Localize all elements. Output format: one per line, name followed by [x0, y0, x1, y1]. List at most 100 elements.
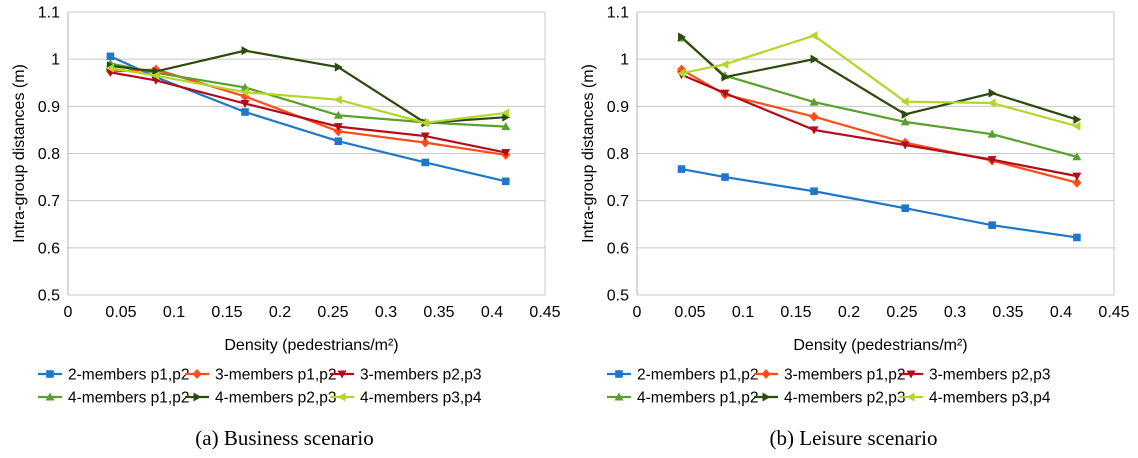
y-tick-label: 1.1 — [38, 5, 60, 22]
data-point — [501, 122, 511, 131]
legend-swatch-marker — [193, 392, 202, 402]
x-axis-title: Density (pedestrians/m²) — [793, 337, 967, 354]
series-line — [681, 167, 1078, 239]
data-point — [987, 129, 997, 138]
x-tick-label: 0.25 — [886, 304, 917, 321]
chart-business: 0.50.60.70.80.911.10 0.05 0.1 0.15 0.2 0.25 0.… — [11, 5, 561, 407]
legend-item: 4-members p2,p3 — [754, 390, 905, 407]
y-tick-label: 0.8 — [38, 146, 60, 163]
legend: 2-members p1,p2 3-members p1,p2 3-members … — [38, 367, 482, 407]
legend-label: 4-members p2,p3 — [784, 390, 905, 407]
legend-item: 3-members p2,p3 — [330, 367, 481, 384]
legend-label: 4-members p1,p2 — [68, 390, 189, 407]
y-tick-label: 0.9 — [607, 99, 629, 116]
x-tick-label: 0.2 — [838, 304, 860, 321]
data-point — [987, 98, 996, 108]
legend: 2-members p1,p2 3-members p1,p2 3-members … — [607, 367, 1051, 407]
data-point — [720, 59, 729, 69]
data-point — [678, 32, 687, 42]
legend-swatch-marker — [906, 392, 915, 402]
x-axis: 0 0.05 0.1 0.15 0.2 0.25 0.3 0.35 0.4 0.45 — [64, 304, 561, 321]
x-tick-label: 0.45 — [529, 304, 560, 321]
data-point — [810, 54, 819, 64]
legend-swatch-marker — [45, 392, 55, 401]
series — [105, 63, 510, 128]
data-point — [900, 97, 909, 107]
data-point — [333, 123, 343, 132]
data-point — [901, 204, 909, 213]
legend-item: 2-members p1,p2 — [607, 367, 758, 384]
legend-label: 3-members p2,p3 — [929, 367, 1050, 384]
series — [106, 46, 511, 128]
data-point — [1072, 177, 1082, 188]
legend-item: 4-members p1,p2 — [38, 390, 189, 407]
x-tick-label: 0.3 — [944, 304, 966, 321]
y-axis-title: Intra-group distances (m) — [11, 64, 28, 243]
y-tick-label: 1.1 — [607, 5, 629, 22]
x-tick-label: 0 — [64, 304, 73, 321]
series-line — [110, 67, 506, 124]
legend-swatch-marker — [761, 369, 771, 379]
data-point — [501, 149, 511, 158]
data-point — [420, 132, 430, 141]
data-point — [900, 117, 910, 126]
legend-swatch-marker — [906, 370, 916, 379]
data-point — [900, 141, 910, 150]
data-point — [809, 97, 819, 106]
data-point — [241, 108, 249, 116]
y-tick-label: 0.6 — [38, 240, 60, 257]
legend-label: 2-members p1,p2 — [637, 367, 758, 384]
series — [105, 68, 511, 158]
chart-panel-leisure: 0.5 0.6 0.7 0.8 0.9 1 1.1 0 0.05 0.1 0.15 0.2 0.25 0.… — [569, 0, 1138, 458]
legend-label: 4-members p2,p3 — [215, 390, 336, 407]
data-point — [240, 87, 249, 97]
legend-label: 3-members p1,p2 — [784, 367, 905, 384]
data-point — [421, 158, 430, 167]
series — [105, 64, 511, 160]
data-point — [333, 110, 343, 119]
data-point — [240, 100, 250, 109]
data-point — [151, 71, 160, 81]
legend-item: 4-members p3,p4 — [899, 390, 1051, 407]
x-tick-label: 0.05 — [674, 304, 705, 321]
legend-item: 2-members p1,p2 — [38, 367, 189, 384]
data-point — [677, 68, 686, 78]
chart-caption: (b) Leisure scenario — [769, 426, 938, 450]
x-axis-title: Density (pedestrians/m²) — [224, 337, 398, 354]
legend-label: 2-members p1,p2 — [68, 367, 189, 384]
data-point — [106, 52, 115, 61]
chart-leisure: 0.50.60.70.80.911.10 0.05 0.1 0.15 0.2 0.25 0.… — [580, 5, 1130, 407]
series-line — [680, 36, 1078, 121]
series-line — [110, 49, 506, 124]
y-tick-label: 0.6 — [607, 240, 629, 257]
data-point — [333, 95, 342, 105]
x-tick-label: 0.45 — [1098, 304, 1129, 321]
y-axis: 0.5 0.6 0.7 0.8 0.9 1 1.1 — [38, 5, 546, 305]
y-tick-label: 0.5 — [607, 288, 629, 305]
legend-swatch-marker — [615, 370, 623, 378]
data-point — [720, 89, 730, 98]
x-tick-label: 0.35 — [423, 304, 454, 321]
series — [677, 31, 1081, 131]
legend-label: 4-members p1,p2 — [637, 390, 758, 407]
y-tick-label: 0.5 — [38, 288, 60, 305]
legend-swatch-marker — [337, 370, 347, 379]
legend-swatch-marker — [614, 392, 624, 401]
data-point — [105, 63, 114, 73]
legend-item: 4-members p1,p2 — [607, 390, 758, 407]
x-tick-label: 0.1 — [163, 304, 185, 321]
data-point — [420, 118, 429, 128]
x-tick-label: 0.4 — [1050, 304, 1072, 321]
data-point — [809, 31, 818, 41]
data-point — [901, 109, 910, 119]
legend-label: 3-members p2,p3 — [360, 367, 481, 384]
x-tick-label: 0.1 — [732, 304, 754, 321]
x-tick-label: 0.4 — [481, 304, 503, 321]
y-tick-label: 0.7 — [38, 193, 60, 210]
x-tick-label: 0.3 — [375, 304, 397, 321]
x-tick-label: 0.15 — [211, 304, 242, 321]
data-point — [1073, 115, 1082, 125]
legend-swatch-marker — [762, 392, 771, 402]
y-tick-label: 1 — [620, 52, 629, 69]
y-tick-label: 0.7 — [607, 193, 629, 210]
